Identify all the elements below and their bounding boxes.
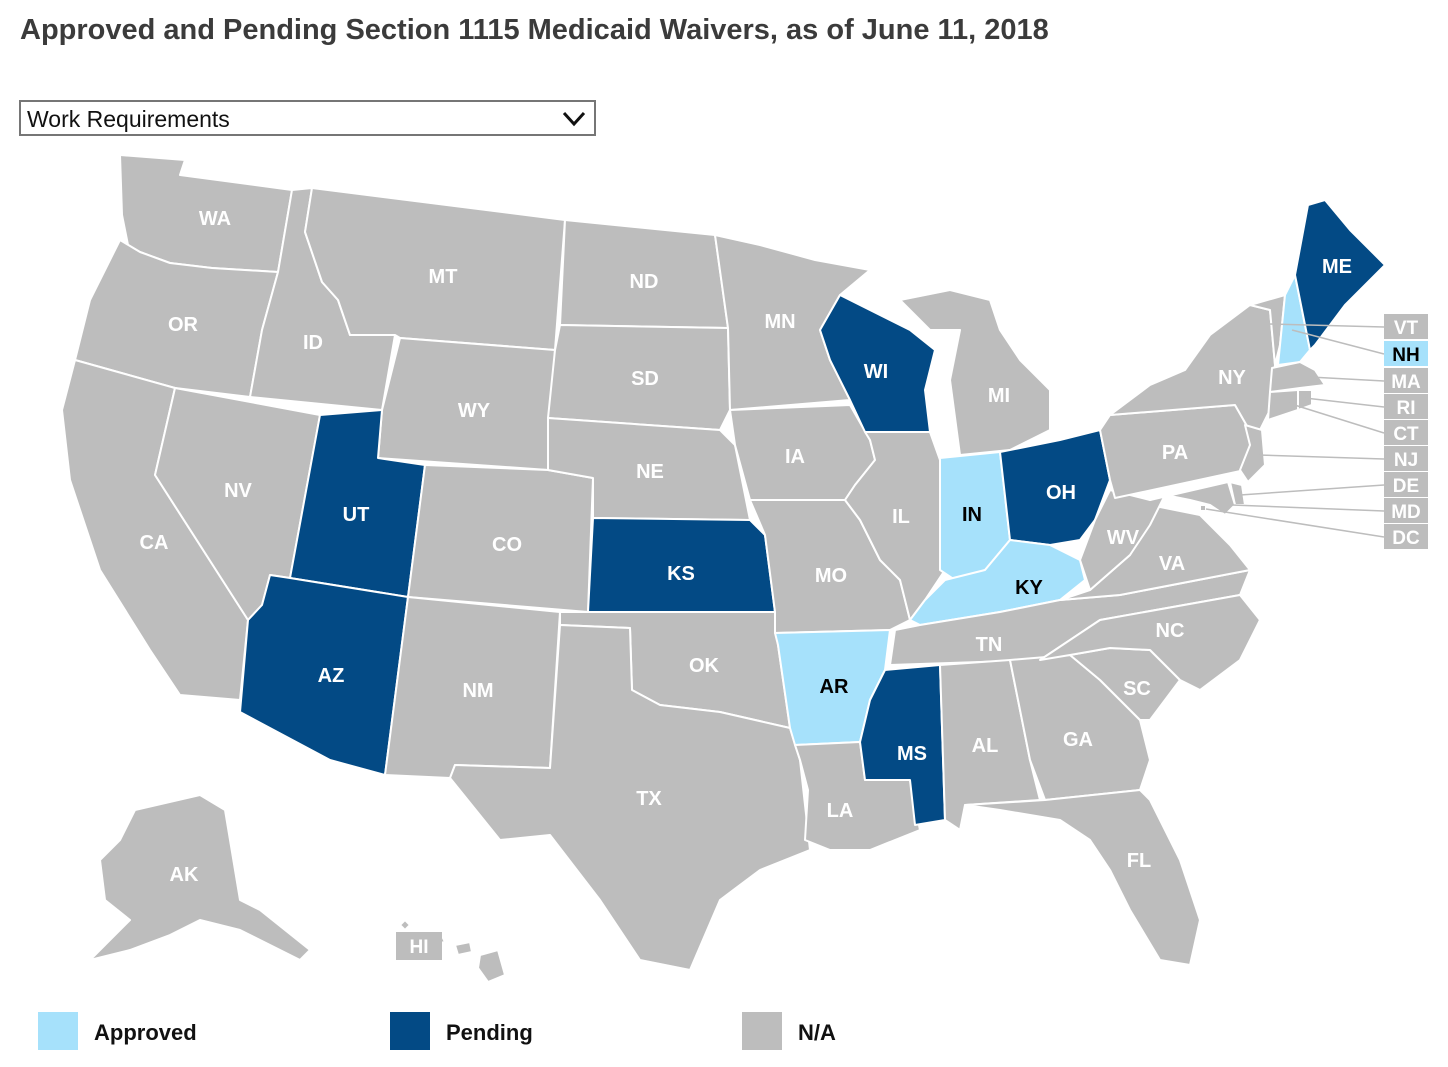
label-ne: NE xyxy=(636,461,664,483)
label-va: VA xyxy=(1159,553,1185,575)
label-nv: NV xyxy=(224,480,252,502)
state-labels: WA OR CA ID NV MT WY UT AZ CO NM ND SD N… xyxy=(140,208,1421,958)
legend-label-approved: Approved xyxy=(94,1020,197,1045)
label-fl: FL xyxy=(1127,850,1151,872)
label-id: ID xyxy=(303,332,323,354)
callout-box-md[interactable] xyxy=(1384,498,1428,523)
legend-label-pending: Pending xyxy=(446,1020,533,1045)
label-vt: VT xyxy=(1394,318,1419,339)
label-ar: AR xyxy=(820,676,849,698)
label-ky: KY xyxy=(1015,577,1043,599)
callout-boxes xyxy=(396,314,1428,960)
label-wa: WA xyxy=(199,208,231,230)
callout-box-de[interactable] xyxy=(1384,472,1428,497)
state-ak[interactable] xyxy=(89,794,311,961)
callout-box-nj[interactable] xyxy=(1384,446,1428,471)
page-title: Approved and Pending Section 1115 Medica… xyxy=(20,14,1049,46)
label-wi: WI xyxy=(864,361,888,383)
label-nj: NJ xyxy=(1394,450,1418,471)
label-sd: SD xyxy=(631,368,659,390)
state-nh[interactable] xyxy=(1277,274,1311,366)
label-or: OR xyxy=(168,314,199,336)
label-nd: ND xyxy=(630,271,659,293)
label-nh: NH xyxy=(1392,345,1419,366)
state-hi[interactable] xyxy=(454,941,473,956)
state-vt[interactable] xyxy=(1249,294,1286,366)
state-md[interactable] xyxy=(1149,481,1236,516)
state-hi[interactable] xyxy=(477,949,506,983)
label-ms: MS xyxy=(897,743,927,765)
label-il: IL xyxy=(892,506,910,528)
state-co[interactable] xyxy=(407,464,594,613)
state-ri[interactable] xyxy=(1297,389,1313,411)
state-wi[interactable] xyxy=(819,294,936,433)
chevron-down-icon xyxy=(562,111,586,127)
us-map: WA OR CA ID NV MT WY UT AZ CO NM ND SD N… xyxy=(61,154,1428,983)
label-nc: NC xyxy=(1156,620,1185,642)
state-me[interactable] xyxy=(1294,199,1386,351)
label-mo: MO xyxy=(815,565,847,587)
label-hi: HI xyxy=(410,937,429,958)
callout-box-ri[interactable] xyxy=(1384,394,1428,419)
label-mn: MN xyxy=(764,311,795,333)
label-wy: WY xyxy=(458,400,491,422)
label-de: DE xyxy=(1393,476,1419,497)
selected-option: Work Requirements xyxy=(27,106,230,132)
legend-label-na: N/A xyxy=(798,1020,836,1045)
label-me: ME xyxy=(1322,256,1352,278)
callout-box-nh[interactable] xyxy=(1384,341,1428,366)
label-al: AL xyxy=(972,735,999,757)
callout-box-ma[interactable] xyxy=(1384,368,1428,393)
label-ri: RI xyxy=(1397,398,1416,419)
label-mi: MI xyxy=(988,385,1010,407)
label-tn: TN xyxy=(976,634,1003,656)
label-ok: OK xyxy=(689,655,720,677)
label-ma: MA xyxy=(1391,372,1421,393)
label-sc: SC xyxy=(1123,678,1151,700)
label-ks: KS xyxy=(667,563,695,585)
state-nj[interactable] xyxy=(1239,424,1266,483)
state-mt[interactable] xyxy=(304,187,566,351)
state-hi[interactable] xyxy=(399,919,411,931)
state-fl[interactable] xyxy=(964,789,1201,966)
state-dc[interactable] xyxy=(1199,504,1207,512)
label-tx: TX xyxy=(636,788,662,810)
label-az: AZ xyxy=(318,665,345,687)
label-nm: NM xyxy=(462,680,493,702)
label-wv: WV xyxy=(1107,527,1140,549)
label-dc: DC xyxy=(1392,528,1420,549)
label-mt: MT xyxy=(429,266,458,288)
callout-leaders xyxy=(1205,323,1385,538)
label-pa: PA xyxy=(1162,442,1188,464)
callout-box-hi[interactable] xyxy=(396,932,442,960)
label-la: LA xyxy=(827,800,854,822)
waiver-type-select[interactable]: Work Requirements xyxy=(19,100,596,136)
legend-swatch-na xyxy=(742,1012,782,1050)
state-tx[interactable] xyxy=(449,624,811,971)
state-nc[interactable] xyxy=(1039,594,1261,691)
legend-swatch-approved xyxy=(38,1012,78,1050)
label-ga: GA xyxy=(1063,729,1093,751)
label-ia: IA xyxy=(785,446,805,468)
callout-box-ct[interactable] xyxy=(1384,420,1428,445)
state-mi[interactable] xyxy=(899,289,1051,456)
label-ak: AK xyxy=(170,864,199,886)
label-ut: UT xyxy=(343,504,370,526)
label-ny: NY xyxy=(1218,367,1246,389)
label-md: MD xyxy=(1391,502,1421,523)
callout-box-dc[interactable] xyxy=(1384,524,1428,549)
label-ca: CA xyxy=(140,532,169,554)
label-in: IN xyxy=(962,504,982,526)
label-oh: OH xyxy=(1046,482,1076,504)
legend-swatch-pending xyxy=(390,1012,430,1050)
callout-box-vt[interactable] xyxy=(1384,314,1428,339)
label-co: CO xyxy=(492,534,522,556)
state-wy[interactable] xyxy=(377,337,556,471)
label-ct: CT xyxy=(1393,424,1419,445)
